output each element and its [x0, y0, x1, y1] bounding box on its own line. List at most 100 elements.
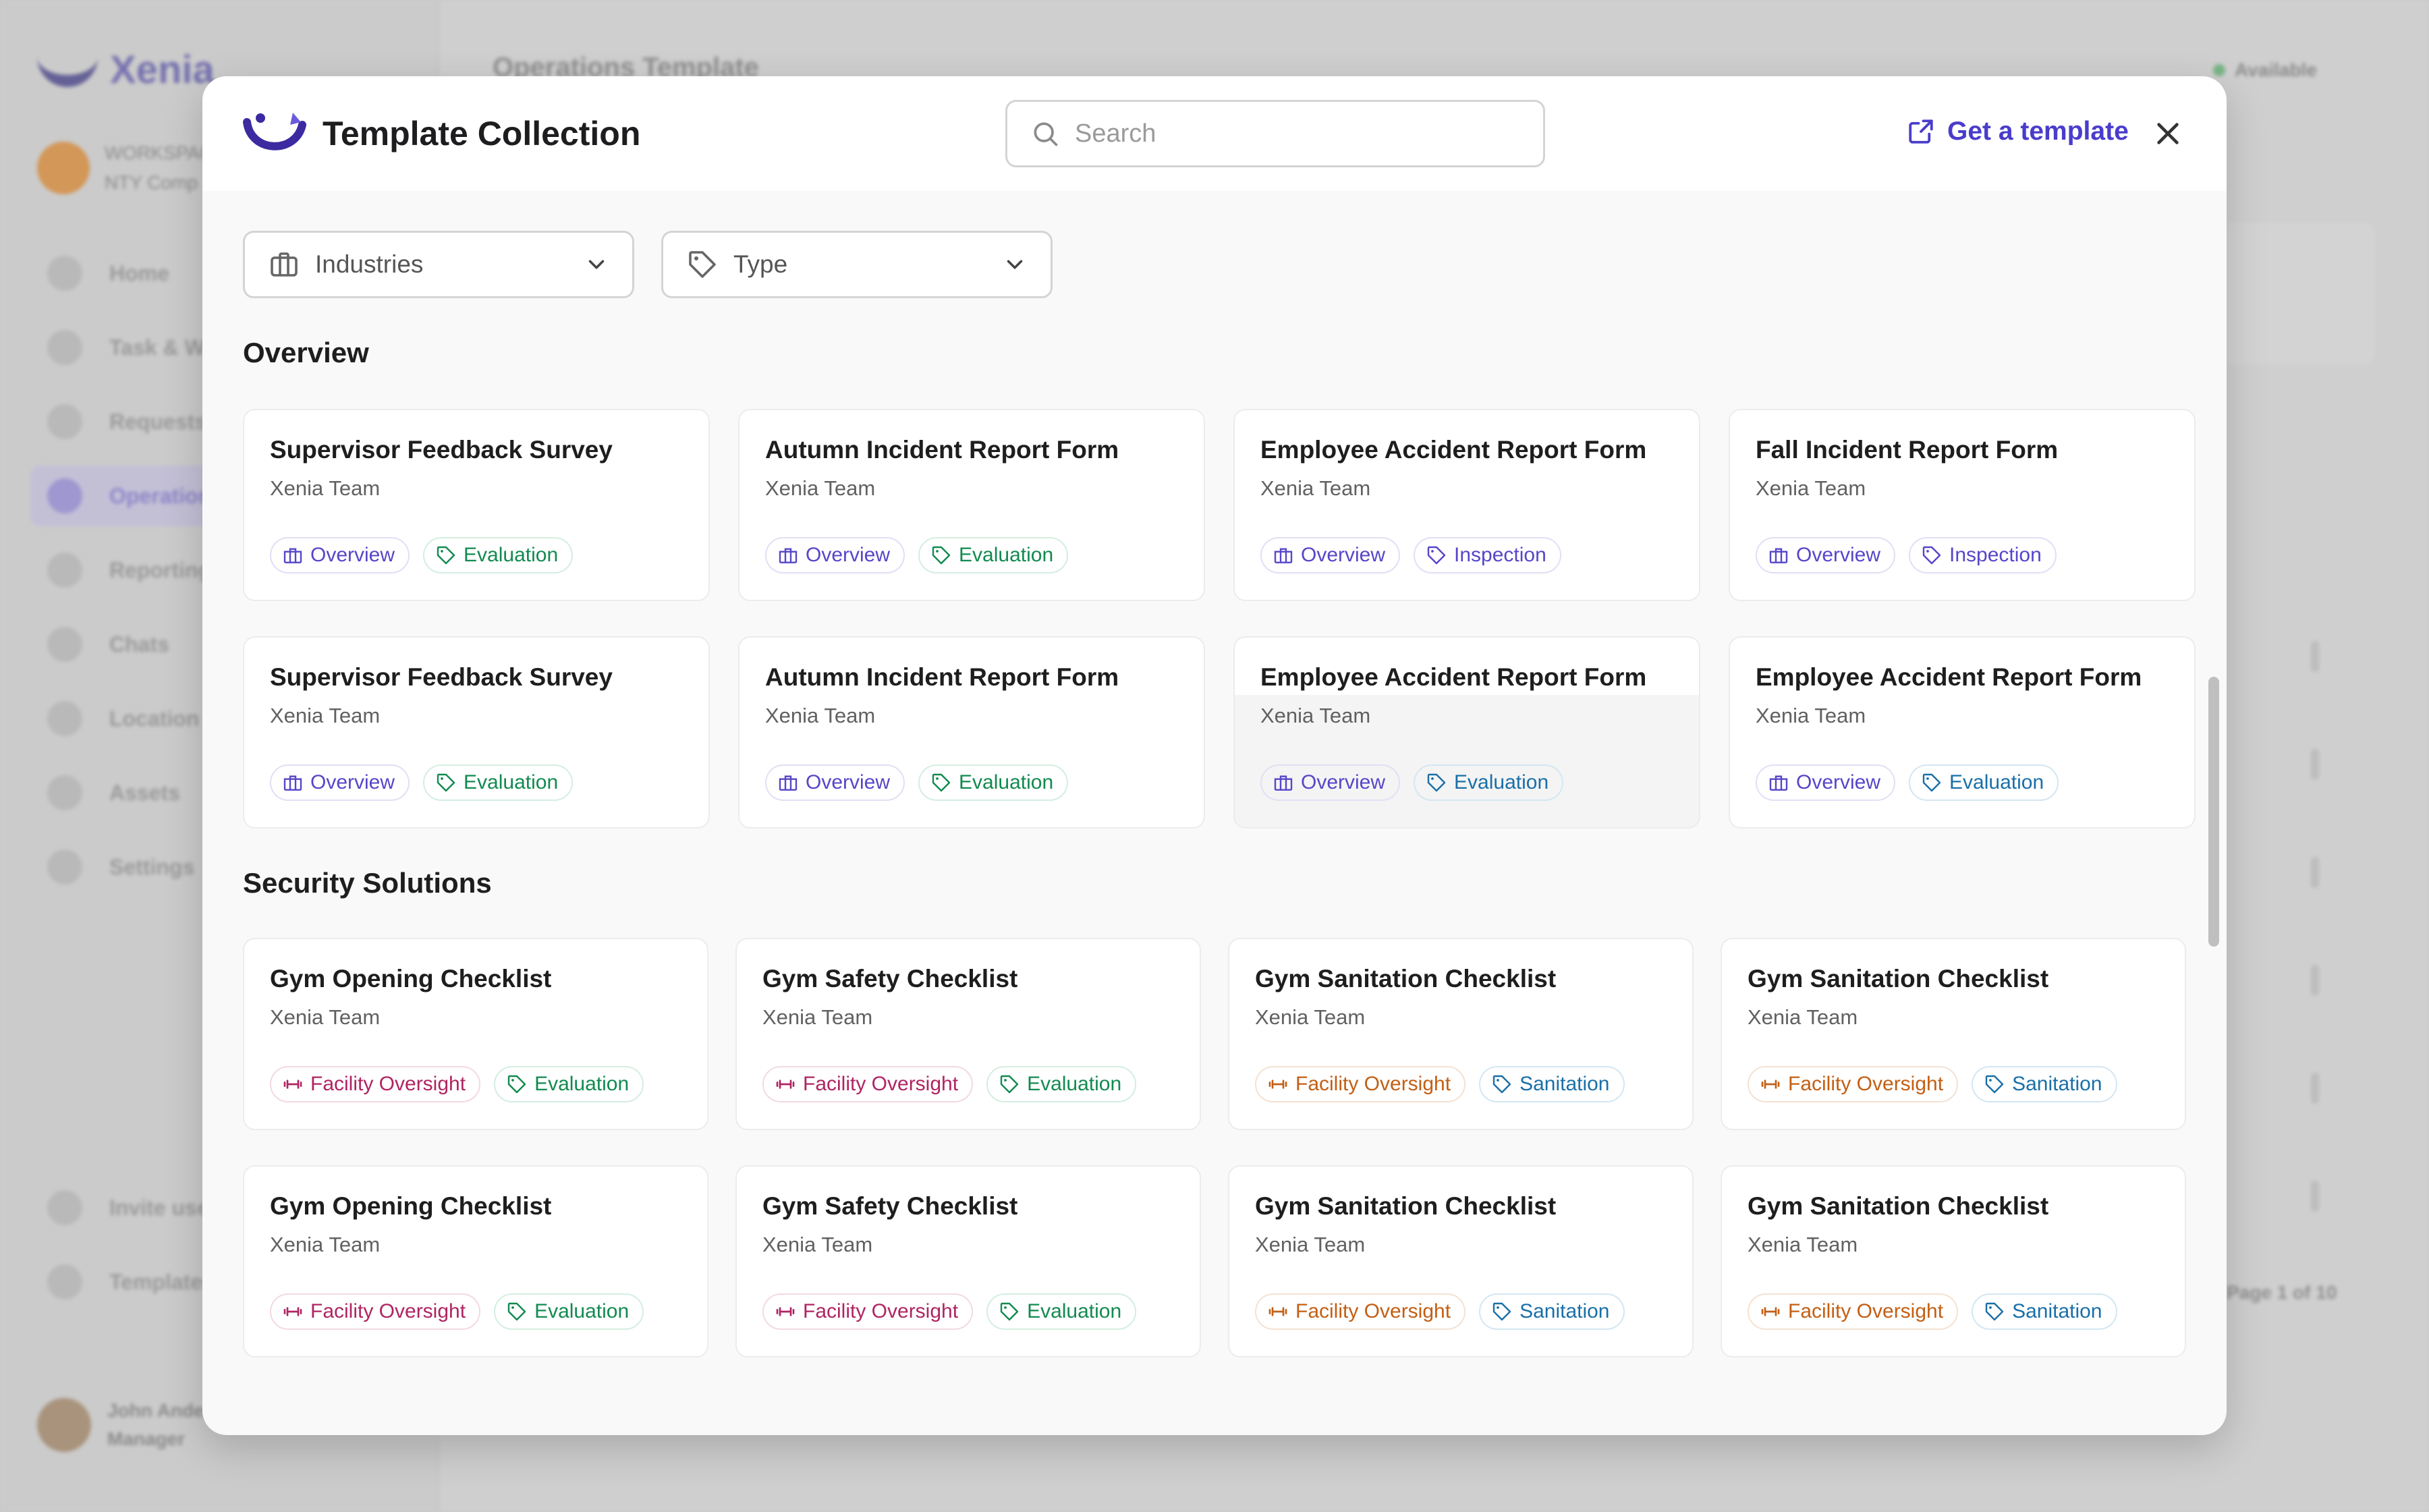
bg-nav-chats: Chats	[30, 614, 408, 675]
template-card-tags: Facility Oversight Evaluation	[270, 1066, 644, 1102]
get-template-label: Get a template	[1947, 117, 2129, 146]
industries-filter[interactable]: Industries	[243, 231, 634, 298]
industry-tag[interactable]: Facility Oversight	[762, 1066, 974, 1102]
template-card[interactable]: Gym Sanitation Checklist Xenia Team Facili…	[1721, 1165, 2186, 1357]
close-icon[interactable]	[2152, 118, 2183, 149]
template-card-author: Xenia Team	[1756, 476, 1866, 500]
industry-tag-label: Overview	[1301, 771, 1386, 793]
industry-tag[interactable]: Overview	[270, 537, 410, 573]
type-tag-label: Evaluation	[1454, 771, 1549, 793]
industry-tag-label: Overview	[1796, 544, 1881, 566]
template-card-title: Gym Sanitation Checklist	[1748, 965, 2049, 992]
bg-nav-assets: Assets	[30, 762, 408, 823]
template-card[interactable]: Employee Accident Report Form Xenia Team O…	[1233, 409, 1700, 601]
type-tag[interactable]: Sanitation	[1972, 1066, 2117, 1102]
template-card[interactable]: Gym Sanitation Checklist Xenia Team Facili…	[1228, 1165, 1694, 1357]
tag-icon	[437, 546, 455, 565]
type-tag[interactable]: Evaluation	[918, 764, 1069, 801]
industry-tag[interactable]: Facility Oversight	[1255, 1066, 1466, 1102]
reporting-icon	[47, 553, 82, 588]
tag-icon	[1427, 546, 1446, 565]
bg-nav-templates: Templates	[30, 1252, 408, 1312]
chevron-down-icon	[588, 260, 605, 269]
dumbbell-icon	[1268, 1080, 1287, 1089]
template-card[interactable]: Gym Sanitation Checklist Xenia Team Facili…	[1721, 938, 2186, 1130]
dumbbell-icon	[776, 1080, 795, 1089]
type-tag[interactable]: Evaluation	[423, 537, 574, 573]
template-card-tags: Facility Oversight Sanitation	[1255, 1066, 1625, 1102]
type-tag[interactable]: Inspection	[1909, 537, 2057, 573]
industry-tag-label: Facility Oversight	[803, 1300, 959, 1322]
briefcase-icon	[1274, 775, 1293, 791]
org-avatar	[37, 142, 90, 194]
template-card-author: Xenia Team	[762, 1005, 873, 1029]
type-tag[interactable]: Evaluation	[494, 1066, 644, 1102]
industry-tag[interactable]: Overview	[1260, 764, 1401, 801]
type-tag[interactable]: Inspection	[1414, 537, 1561, 573]
template-card[interactable]: Gym Opening Checklist Xenia Team Facility …	[243, 1165, 708, 1357]
operations-icon	[47, 478, 82, 513]
tag-icon	[689, 251, 716, 278]
scrollbar-thumb[interactable]	[2208, 677, 2219, 947]
industry-tag[interactable]: Overview	[270, 764, 410, 801]
type-tag[interactable]: Sanitation	[1972, 1293, 2117, 1330]
template-card[interactable]: Employee Accident Report Form Xenia Team O…	[1729, 636, 2196, 829]
industries-filter-label: Industries	[315, 250, 424, 278]
bg-row-menu-icon	[2311, 857, 2319, 888]
type-tag[interactable]: Evaluation	[1909, 764, 2059, 801]
industry-tag[interactable]: Overview	[765, 764, 905, 801]
template-card[interactable]: Gym Sanitation Checklist Xenia Team Facili…	[1228, 938, 1694, 1130]
filter-bar: Industries Type	[243, 231, 1053, 298]
industry-tag[interactable]: Facility Oversight	[1748, 1066, 1959, 1102]
status-dot-icon	[2213, 64, 2225, 76]
type-tag[interactable]: Sanitation	[1479, 1293, 1625, 1330]
type-tag[interactable]: Evaluation	[423, 764, 574, 801]
template-card-author: Xenia Team	[765, 704, 876, 727]
type-tag-label: Evaluation	[464, 544, 559, 566]
search-box[interactable]	[1005, 100, 1545, 167]
industry-tag[interactable]: Overview	[765, 537, 905, 573]
briefcase-icon	[283, 775, 302, 791]
industry-tag-label: Overview	[310, 544, 395, 566]
briefcase-icon	[271, 252, 298, 277]
industry-tag[interactable]: Facility Oversight	[762, 1293, 974, 1330]
briefcase-icon	[1274, 548, 1293, 563]
template-card[interactable]: Employee Accident Report Form Xenia Team O…	[1233, 636, 1700, 829]
industry-tag[interactable]: Overview	[1756, 764, 1896, 801]
briefcase-icon	[779, 775, 798, 791]
industry-tag[interactable]: Facility Oversight	[1748, 1293, 1959, 1330]
background-logo: Xenia	[37, 47, 215, 92]
type-tag[interactable]: Evaluation	[918, 537, 1069, 573]
template-card[interactable]: Gym Safety Checklist Xenia Team Facility O…	[735, 1165, 1201, 1357]
type-tag[interactable]: Evaluation	[986, 1293, 1137, 1330]
industry-tag[interactable]: Overview	[1260, 537, 1401, 573]
template-card-tags: Overview Evaluation	[270, 537, 574, 573]
type-filter[interactable]: Type	[661, 231, 1053, 298]
type-tag[interactable]: Evaluation	[986, 1066, 1137, 1102]
template-card[interactable]: Fall Incident Report Form Xenia Team Overv…	[1729, 409, 2196, 601]
industry-tag[interactable]: Overview	[1756, 537, 1896, 573]
template-card[interactable]: Gym Safety Checklist Xenia Team Facility O…	[735, 938, 1201, 1130]
template-card[interactable]: Gym Opening Checklist Xenia Team Facility …	[243, 938, 708, 1130]
industry-tag[interactable]: Facility Oversight	[270, 1293, 481, 1330]
type-tag[interactable]: Evaluation	[1414, 764, 1564, 801]
template-card-title: Gym Sanitation Checklist	[1255, 965, 1557, 992]
search-input[interactable]	[1075, 119, 1513, 148]
briefcase-icon	[1769, 775, 1788, 791]
template-card[interactable]: Supervisor Feedback Survey Xenia Team Over…	[243, 636, 710, 829]
home-icon	[47, 256, 82, 291]
type-tag-label: Evaluation	[464, 771, 559, 793]
org-switcher: WORKSPACE NTY Comp	[37, 138, 226, 198]
industry-tag[interactable]: Facility Oversight	[270, 1066, 481, 1102]
bg-row-menu-icon	[2311, 749, 2319, 780]
type-tag[interactable]: Evaluation	[494, 1293, 644, 1330]
template-card[interactable]: Autumn Incident Report Form Xenia Team Ove…	[738, 636, 1205, 829]
type-tag-label: Evaluation	[1949, 771, 2044, 793]
get-template-link[interactable]: Get a template	[1907, 117, 2129, 146]
industry-tag[interactable]: Facility Oversight	[1255, 1293, 1466, 1330]
type-tag-label: Sanitation	[1519, 1300, 1610, 1322]
template-card[interactable]: Autumn Incident Report Form Xenia Team Ove…	[738, 409, 1205, 601]
template-card[interactable]: Supervisor Feedback Survey Xenia Team Over…	[243, 409, 710, 601]
type-tag-label: Sanitation	[1519, 1073, 1610, 1095]
type-tag[interactable]: Sanitation	[1479, 1066, 1625, 1102]
